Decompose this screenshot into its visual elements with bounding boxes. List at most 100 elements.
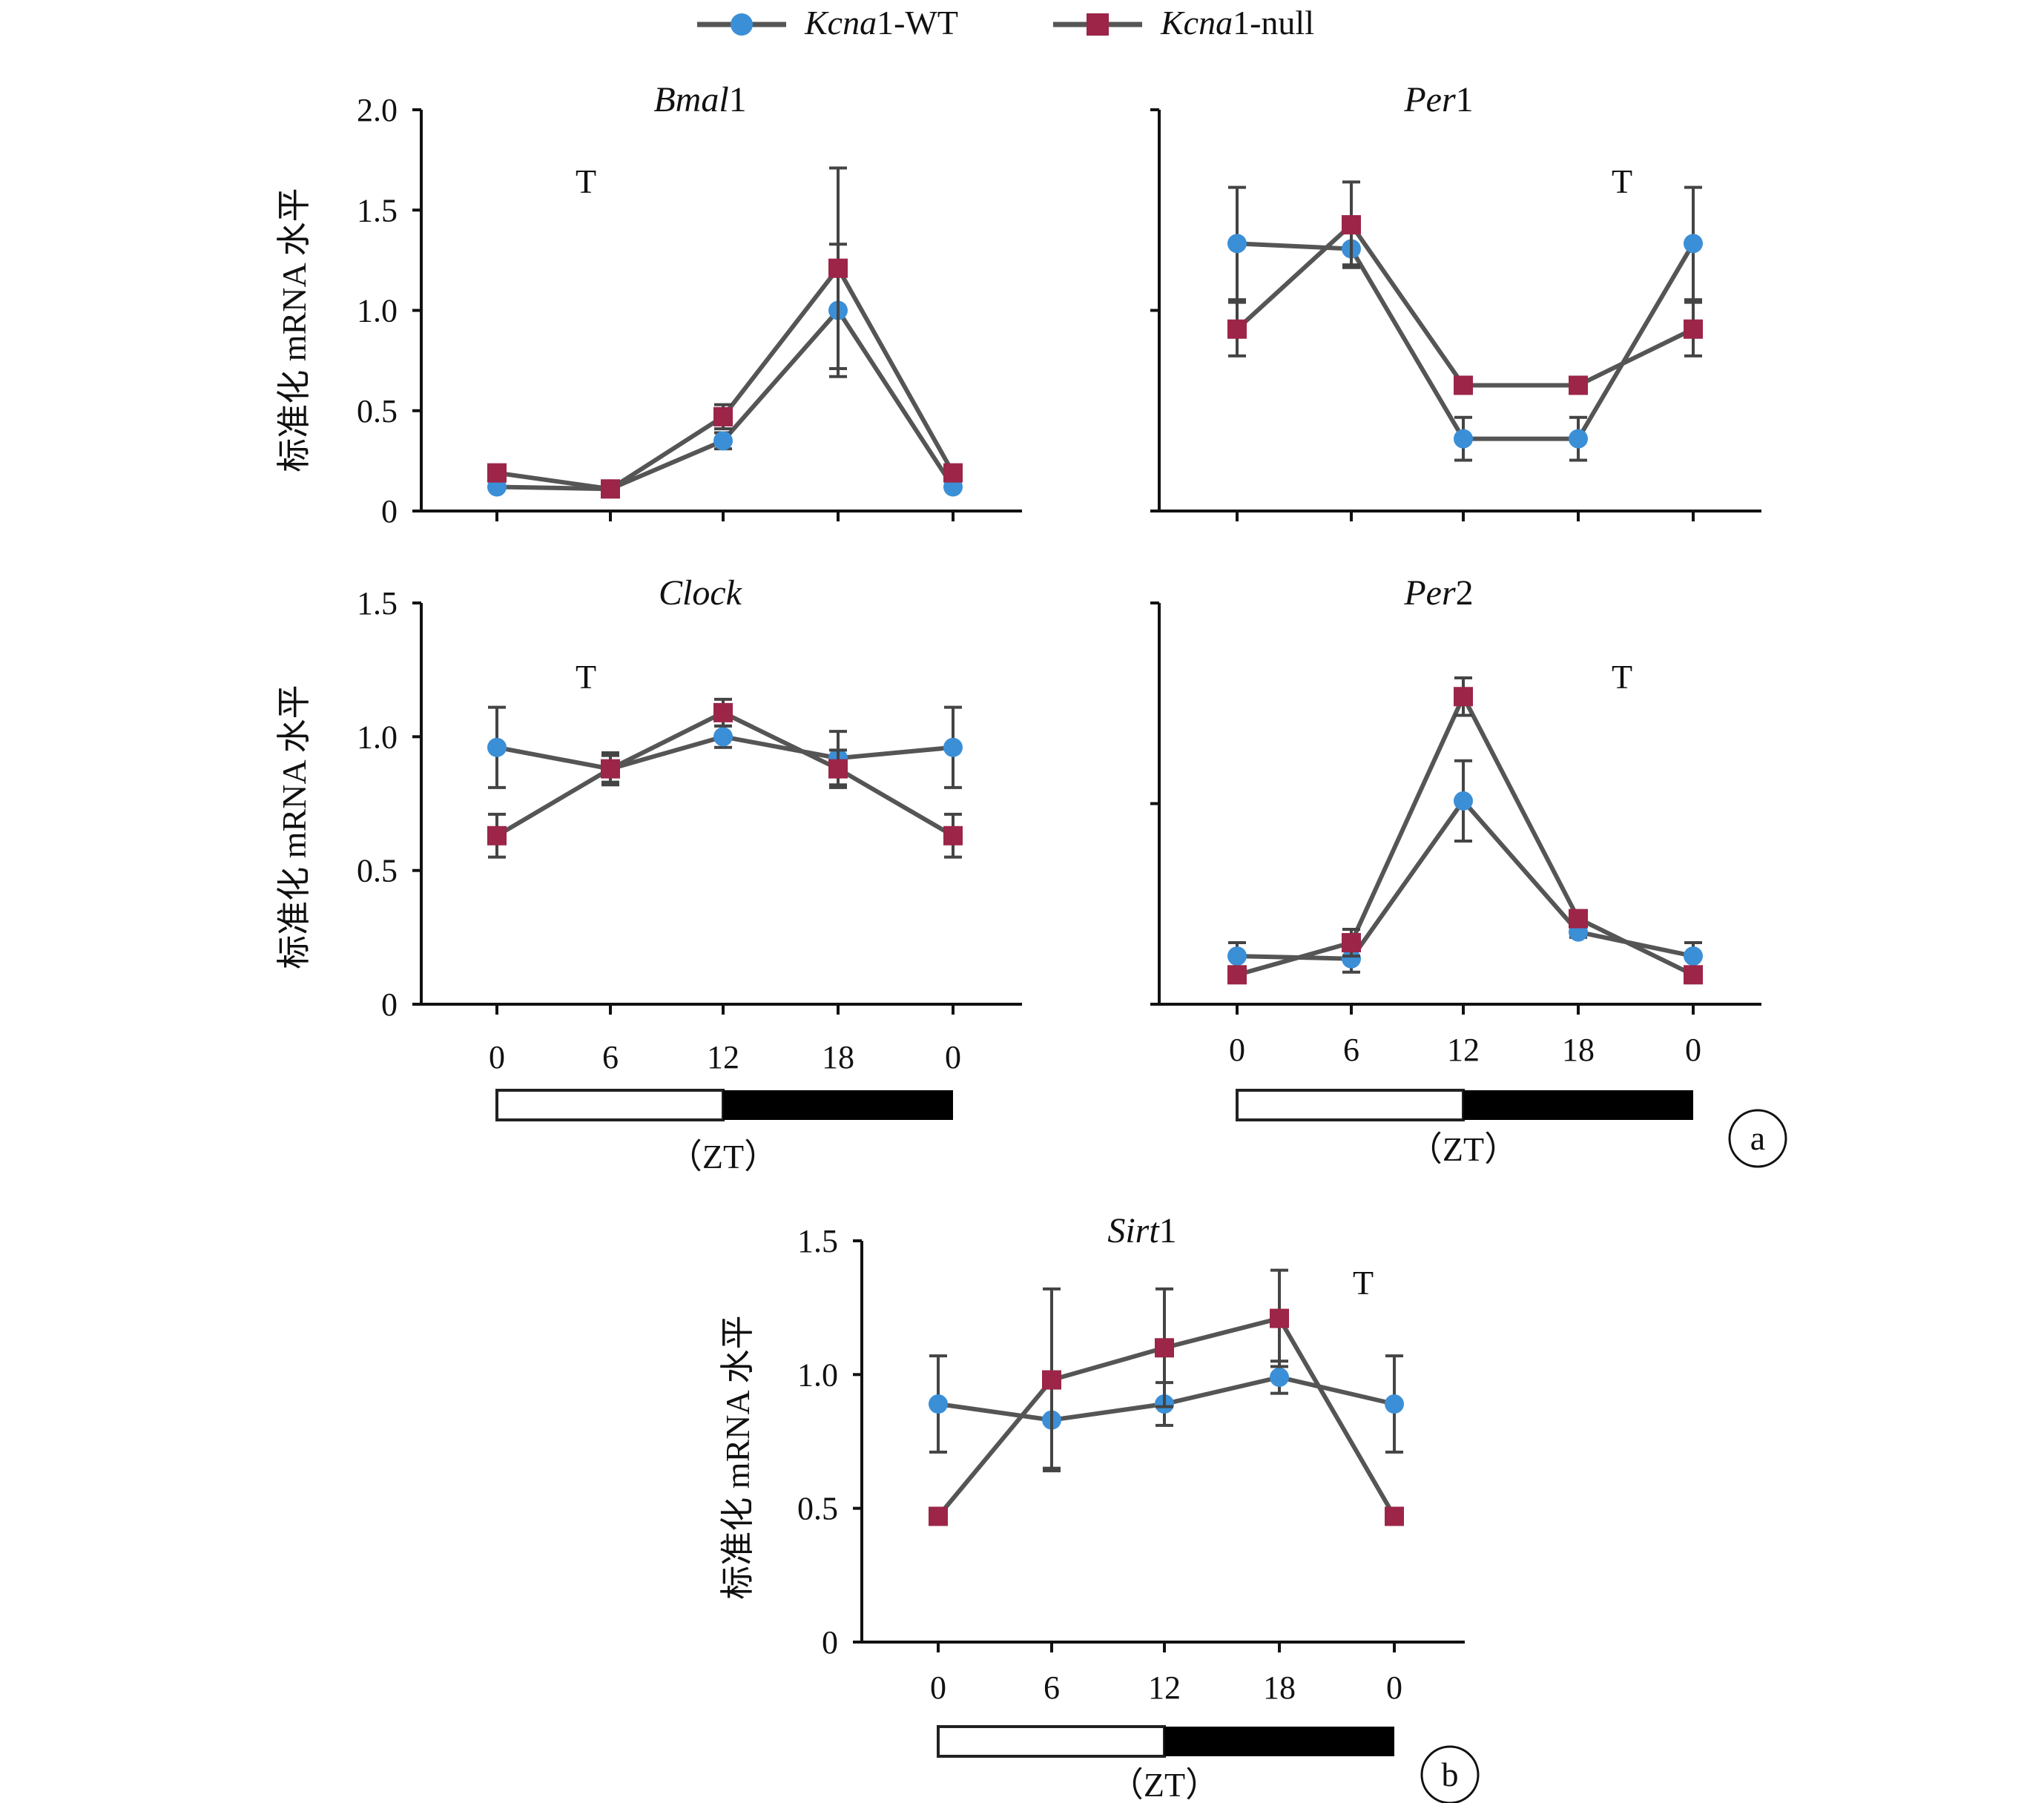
chart-title: Sirt1 [1107, 1211, 1176, 1250]
y-tick-label: 0 [822, 1624, 838, 1661]
data-point-null [601, 759, 620, 779]
y-tick-label: 1.0 [357, 293, 398, 329]
x-tick-label: 0 [1685, 1032, 1701, 1068]
data-point-null [929, 1506, 948, 1526]
data-point-wt [1385, 1394, 1404, 1414]
light-phase-bar [495, 1089, 725, 1121]
data-point-null [1342, 215, 1361, 235]
data-point-null [1684, 319, 1703, 339]
legend: Kcna1-WT Kcna1-null [697, 4, 1314, 42]
x-tick-label: 0 [930, 1669, 946, 1706]
data-point-null [713, 702, 733, 722]
data-point-null [1270, 1308, 1289, 1328]
series-line [1236, 691, 1695, 978]
light-dark-bar-right [1236, 1089, 1693, 1121]
data-point-wt [713, 431, 733, 451]
x-tick-label: 0 [1386, 1669, 1402, 1706]
chart-title: Per2 [1403, 573, 1473, 613]
y-tick-label: 1.5 [357, 192, 398, 228]
legend-null-marker [1087, 13, 1109, 36]
legend-item-wt[interactable]: Kcna1-WT [697, 4, 958, 42]
data-point-null [943, 825, 963, 846]
y-tick-label: 2.0 [357, 92, 398, 128]
data-point-wt [1227, 234, 1247, 254]
panel-label-b: b [1420, 1745, 1480, 1803]
x-tick-label: 12 [1447, 1032, 1480, 1068]
data-point-null [1569, 909, 1588, 929]
data-point-null [1684, 965, 1703, 985]
x-tick-label: 18 [1562, 1032, 1595, 1068]
data-point-null [828, 759, 848, 779]
chart-per2: 0 6 12 18 0 Per2 T [1150, 573, 1761, 1068]
data-point-null [828, 258, 848, 278]
chart-title: Bmal1 [653, 80, 746, 119]
y-tick-label: 1.0 [357, 719, 398, 755]
data-point-wt [1454, 429, 1473, 449]
legend-item-null[interactable]: Kcna1-null [1053, 4, 1314, 42]
y-tick-label: 1.5 [357, 585, 398, 622]
dark-phase-bar [1463, 1090, 1693, 1120]
data-point-null [1042, 1370, 1061, 1390]
x-tick-label: 18 [1263, 1669, 1296, 1706]
data-point-null [1227, 965, 1247, 985]
data-point-null [1342, 933, 1361, 953]
light-dark-bar-left [495, 1089, 953, 1121]
data-point-null [487, 825, 507, 846]
y-tick-label: 0.5 [797, 1491, 838, 1527]
chart-bmal1: 0 0.5 1.0 1.5 2.0 Bmal1 T [357, 80, 1022, 530]
data-point-wt [1454, 791, 1473, 811]
chart-clock: 0 0.5 1.0 1.5 0 6 12 18 0 Clock T [357, 573, 1022, 1075]
data-point-wt [1270, 1367, 1289, 1387]
significance-marker: T [576, 162, 596, 200]
data-point-wt [713, 727, 733, 747]
significance-marker: T [1353, 1264, 1374, 1302]
series-line [1236, 241, 1695, 441]
y-axis-label-row2: 标准化 mRNA 水平 [275, 685, 313, 969]
significance-marker: T [1612, 162, 1632, 200]
data-point-wt [943, 737, 963, 757]
zt-label-left: （ZT） [668, 1138, 778, 1176]
data-point-null [1155, 1338, 1174, 1358]
dark-phase-bar [723, 1090, 953, 1120]
y-tick-label: 0 [381, 986, 398, 1023]
x-tick-label: 0 [1229, 1032, 1245, 1068]
data-point-wt [1684, 946, 1703, 966]
data-point-null [1454, 375, 1473, 395]
panel-label-b-circle [1420, 1745, 1480, 1803]
data-point-null [1569, 375, 1588, 395]
series-line [496, 306, 955, 492]
x-tick-label: 18 [822, 1039, 854, 1075]
dark-phase-bar [1164, 1727, 1394, 1756]
zt-label-b: （ZT） [1110, 1766, 1219, 1803]
data-point-null [487, 463, 507, 483]
data-point-wt [929, 1394, 948, 1414]
data-point-null [1385, 1506, 1404, 1526]
chart-per1: Per1 T [1150, 80, 1761, 521]
x-tick-label: 12 [707, 1039, 739, 1075]
panel-label-a-text: a [1750, 1119, 1765, 1157]
panel-label-a-circle [1728, 1109, 1787, 1168]
light-dark-bar-b [937, 1725, 1394, 1758]
data-point-null [1227, 319, 1247, 339]
y-axis-label-row1: 标准化 mRNA 水平 [275, 188, 313, 472]
zt-label-right: （ZT） [1408, 1130, 1518, 1168]
data-point-null [713, 406, 733, 426]
series-line [1236, 797, 1694, 961]
data-point-wt [1569, 429, 1588, 449]
panel-label-b-text: b [1442, 1756, 1459, 1793]
data-point-null [601, 479, 620, 499]
x-tick-label: 0 [489, 1039, 505, 1075]
data-point-wt [1684, 234, 1703, 254]
legend-null-label: Kcna1-null [1160, 4, 1314, 42]
y-tick-label: 0.5 [357, 853, 398, 889]
chart-sirt1: 0 0.5 1.0 1.5 0 6 12 18 0 Sirt1 T [797, 1211, 1465, 1706]
x-tick-label: 6 [1044, 1669, 1060, 1706]
data-point-null [943, 463, 963, 483]
y-axis-label-panel-b: 标准化 mRNA 水平 [719, 1315, 756, 1599]
chart-title: Clock [659, 573, 743, 613]
chart-title: Per1 [1403, 80, 1473, 119]
light-phase-bar [1236, 1089, 1465, 1121]
panel-label-a: a [1728, 1109, 1787, 1168]
y-tick-label: 0 [381, 493, 398, 530]
